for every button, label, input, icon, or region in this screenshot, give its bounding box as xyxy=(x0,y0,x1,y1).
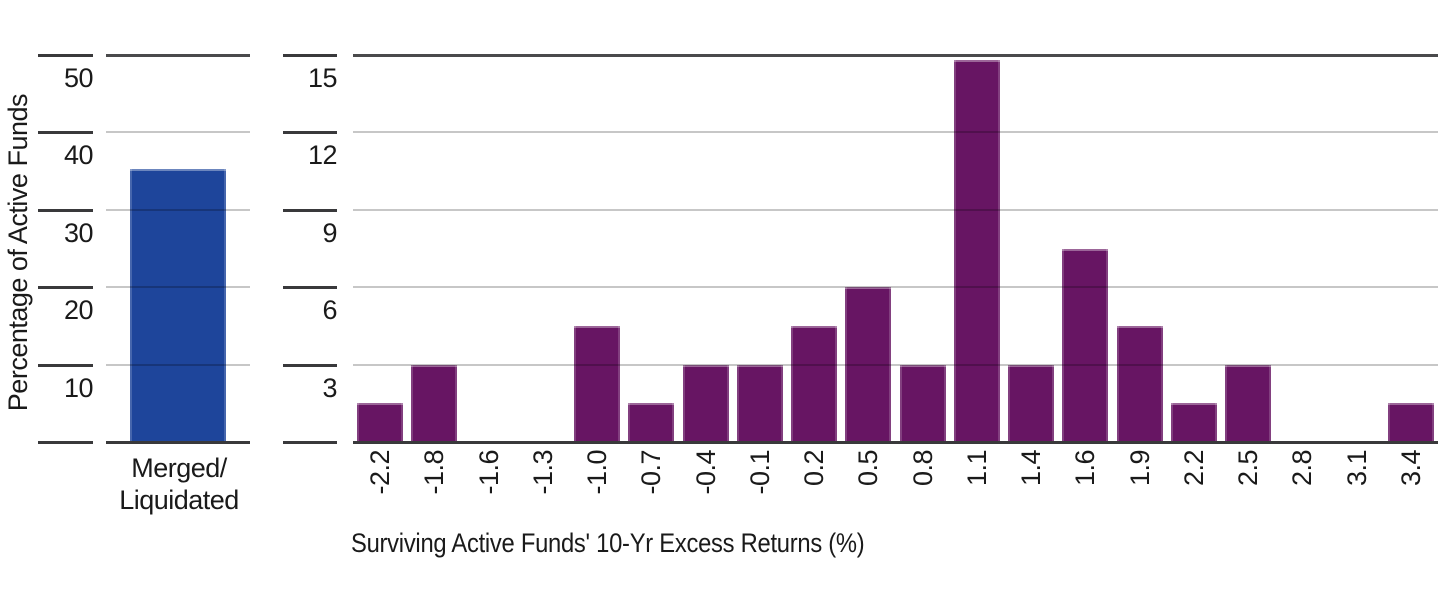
gridline xyxy=(353,131,1438,133)
x-tick-label: 2.5 xyxy=(1233,450,1263,487)
y-axis-tick-mark xyxy=(38,286,93,289)
bar-0.2 xyxy=(791,326,837,442)
x-tick-label: 1.1 xyxy=(962,450,992,487)
gridline xyxy=(106,364,250,366)
category-label-merged-liquidated: Merged/ Liquidated xyxy=(79,452,279,516)
bar-0.5 xyxy=(845,287,891,442)
x-tick-label: 1.6 xyxy=(1070,450,1100,487)
y-axis-tick-mark xyxy=(38,364,93,367)
bar--2.2 xyxy=(357,403,403,442)
gridline xyxy=(106,131,250,133)
gridline xyxy=(353,209,1438,211)
y-tick-label: 30 xyxy=(63,218,94,248)
gridline xyxy=(353,286,1438,288)
bar--0.7 xyxy=(628,403,674,442)
x-tick-label: -1.6 xyxy=(474,450,504,495)
x-tick-label: -0.4 xyxy=(691,450,721,495)
x-tick-label: -2.2 xyxy=(365,450,395,495)
y-tick-label: 40 xyxy=(63,140,94,170)
x-tick-label: 3.1 xyxy=(1342,450,1372,487)
y-axis-tick-mark xyxy=(283,441,337,444)
x-tick-label: 0.2 xyxy=(799,450,829,487)
x-tick-label: -1.3 xyxy=(528,450,558,495)
x-tick-label: 1.9 xyxy=(1125,450,1155,487)
y-axis-tick-mark xyxy=(283,209,337,212)
gridline-top xyxy=(353,54,1438,57)
x-tick-label: 2.2 xyxy=(1179,450,1209,487)
y-tick-label: 12 xyxy=(307,140,338,170)
x-tick-label: 0.8 xyxy=(908,450,938,487)
bar-0.8 xyxy=(900,365,946,442)
x-axis-title: Surviving Active Funds' 10-Yr Excess Ret… xyxy=(351,528,865,558)
y-axis-tick-mark xyxy=(38,209,93,212)
y-axis-tick-mark xyxy=(38,441,93,444)
x-tick-label: -1.8 xyxy=(419,450,449,495)
bar--0.1 xyxy=(737,365,783,442)
x-tick-label: 0.5 xyxy=(853,450,883,487)
y-tick-label: 3 xyxy=(322,373,337,403)
y-axis-tick-mark xyxy=(38,131,93,134)
x-tick-label: -0.1 xyxy=(745,450,775,495)
x-axis-baseline xyxy=(353,441,1438,444)
bar-1.9 xyxy=(1117,326,1163,442)
gridline xyxy=(106,286,250,288)
y-axis-tick-mark xyxy=(283,364,337,367)
bar-2.2 xyxy=(1171,403,1217,442)
y-axis-tick-mark xyxy=(283,54,337,57)
bar-merged--liquidated xyxy=(130,169,226,442)
bar--1.8 xyxy=(411,365,457,442)
bar-1.4 xyxy=(1008,365,1054,442)
bar-2.5 xyxy=(1225,365,1271,442)
x-axis-baseline xyxy=(106,441,250,444)
bar-3.4 xyxy=(1388,403,1434,442)
x-tick-label: 2.8 xyxy=(1287,450,1317,487)
y-axis-tick-mark xyxy=(283,286,337,289)
bar--0.4 xyxy=(683,365,729,442)
gridline-top xyxy=(106,54,250,57)
category-label-line2: Liquidated xyxy=(119,485,239,515)
y-tick-label: 15 xyxy=(307,63,338,93)
y-tick-label: 10 xyxy=(63,373,94,403)
bar--1.0 xyxy=(574,326,620,442)
bar-1.1 xyxy=(954,60,1000,442)
category-label-line1: Merged/ xyxy=(131,453,227,483)
y-tick-label: 9 xyxy=(322,218,337,248)
x-tick-label: 1.4 xyxy=(1016,450,1046,487)
x-tick-label: 3.4 xyxy=(1396,450,1426,487)
gridline xyxy=(353,364,1438,366)
bar-1.6 xyxy=(1062,249,1108,443)
y-axis-tick-mark xyxy=(283,131,337,134)
y-tick-label: 6 xyxy=(322,295,337,325)
x-tick-label: -0.7 xyxy=(636,450,666,495)
y-axis-tick-mark xyxy=(38,54,93,57)
gridline xyxy=(106,209,250,211)
y-tick-label: 50 xyxy=(63,63,94,93)
y-tick-label: 20 xyxy=(63,295,94,325)
x-tick-label: -1.0 xyxy=(582,450,612,495)
